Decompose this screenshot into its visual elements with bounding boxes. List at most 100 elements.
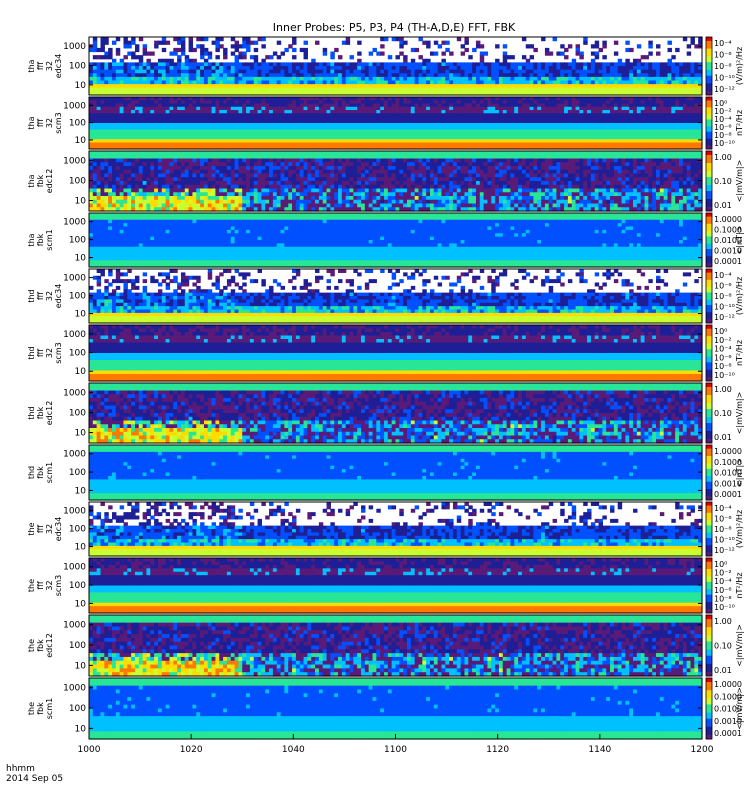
y-tick-label: 10 [75, 724, 87, 734]
colorbar-tick-label: 10⁻¹⁰ [714, 139, 735, 148]
panel-y-label: 32 [45, 580, 54, 590]
colorbar-tick-label: 10⁻⁸ [714, 362, 732, 371]
colorbar-tick-label: 10⁻⁶ [714, 51, 732, 60]
colorbar-tick-label: 10⁻⁸ [714, 62, 732, 71]
colorbar-label: <|nT|> [735, 458, 744, 487]
colorbar-tick-label: 0.10 [714, 177, 732, 186]
colorbar-tick-label: 0.01 [714, 666, 732, 675]
panel-y-label: thd [27, 289, 36, 302]
panel-y-label: tha [27, 233, 36, 246]
y-tick-label: 10 [75, 81, 87, 91]
colorbar-tick-label: 10⁻¹² [714, 546, 735, 555]
panel-y-label: fff [36, 292, 45, 301]
panel-y-label: scm3 [54, 112, 63, 133]
colorbar-tick-label: 1.0000 [714, 215, 742, 224]
y-tick-label: 100 [69, 704, 86, 714]
panel-y-label: 32 [45, 291, 54, 301]
x-tick-label: 1120 [486, 745, 509, 755]
y-tick-label: 1000 [63, 684, 86, 694]
colorbar-tick-label: 10⁻¹⁰ [714, 603, 735, 612]
panel-y-label: edc34 [54, 517, 63, 542]
colorbar-tick-label: 10⁻¹⁰ [714, 536, 735, 545]
colorbar-tick-label: 0.0001 [714, 490, 742, 499]
colorbar-tick-label: 1.00 [714, 153, 732, 162]
colorbar-tick-label: 0.10 [714, 642, 732, 651]
colorbar-tick-label: 10⁻⁶ [714, 282, 732, 291]
panel-y-label: tha [27, 116, 36, 129]
x-tick-label: 1040 [282, 745, 305, 755]
y-tick-label: 10 [75, 599, 87, 609]
y-tick-label: 1000 [63, 507, 86, 517]
panel-y-label: edc34 [54, 54, 63, 79]
panel-y-label: scm3 [54, 575, 63, 596]
y-tick-label: 100 [69, 236, 86, 246]
colorbar-tick-label: 10⁻¹⁰ [714, 74, 735, 83]
y-tick-label: 100 [69, 119, 86, 129]
colorbar: 1.000.100.01<|mV/m|> [706, 151, 744, 212]
panel-y-label: fff [36, 62, 45, 71]
spectrogram-figure: Inner Probes: P5, P3, P4 (TH-A,D,E) FFT,… [0, 0, 750, 800]
colorbar: 1.000.100.01<|mV/m|> [706, 383, 744, 444]
x-tick-label: 1100 [384, 745, 407, 755]
y-tick-label: 10 [75, 136, 87, 146]
colorbar-tick-label: 10⁻⁸ [714, 292, 732, 301]
y-tick-label: 10 [75, 429, 87, 439]
panel-y-label: edc12 [45, 401, 54, 426]
panel-y-label: scm1 [45, 698, 54, 719]
y-tick-label: 100 [69, 62, 86, 72]
colorbar-tick-label: 10⁻⁶ [714, 353, 732, 362]
x-tick-label: 1000 [78, 745, 101, 755]
colorbar-tick-label: 10⁻¹⁰ [714, 303, 735, 312]
x-tick-label: 1200 [691, 745, 714, 755]
panel-y-label: fff [36, 119, 45, 128]
colorbar-tick-label: 10⁻¹² [714, 313, 735, 322]
panel-y-label: 32 [45, 118, 54, 128]
panel-y-label: fff [36, 349, 45, 358]
panel-y-label: fbk [36, 466, 45, 479]
colorbar-tick-label: 0.01 [714, 433, 732, 442]
panel-y-label: edc12 [45, 169, 54, 194]
y-tick-label: 100 [69, 409, 86, 419]
panel-y-label: fff [36, 525, 45, 534]
colorbar-label: <|mV/m|> [735, 687, 744, 730]
colorbar-tick-label: 10⁻⁴ [714, 504, 732, 513]
panel-y-label: the [27, 579, 36, 592]
y-tick-label: 1000 [63, 42, 86, 52]
panel-y-label: tha [27, 174, 36, 187]
colorbar-tick-label: 10⁻⁸ [714, 525, 732, 534]
y-tick-label: 100 [69, 349, 86, 359]
y-tick-label: 10 [75, 486, 87, 496]
panel-y-label: 32 [45, 348, 54, 358]
panel-y-label: the [27, 522, 36, 535]
colorbar-tick-label: 10⁻⁶ [714, 515, 732, 524]
y-tick-label: 10 [75, 310, 87, 320]
colorbar-tick-label: 10⁻⁴ [714, 271, 732, 280]
colorbar-label: nT²/Hz [735, 340, 744, 366]
y-tick-label: 1000 [63, 274, 86, 284]
colorbar-tick-label: 10⁻⁴ [714, 39, 732, 48]
y-tick-label: 100 [69, 525, 86, 535]
x-tick-format-label: hhmm [6, 764, 35, 774]
y-tick-label: 1000 [63, 621, 86, 631]
y-tick-label: 1000 [63, 101, 86, 111]
y-tick-label: 1000 [63, 218, 86, 228]
panel-y-label: edc12 [45, 633, 54, 658]
colorbar-tick-label: 1.00 [714, 617, 732, 626]
colorbar-tick-label: 10⁻¹² [714, 85, 735, 94]
colorbar-tick-label: 0.10 [714, 409, 732, 418]
y-tick-label: 1000 [63, 563, 86, 573]
